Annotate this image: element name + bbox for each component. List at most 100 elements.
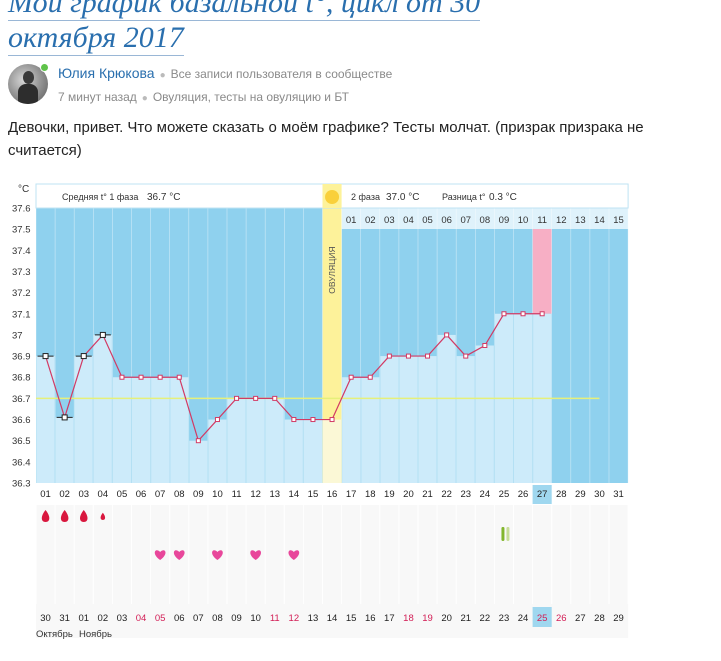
- calendar-date-label: 11: [270, 613, 280, 624]
- luteal-day-label: 03: [384, 215, 395, 226]
- temperature-point: [42, 353, 49, 360]
- calendar-date-label: 15: [346, 613, 357, 624]
- y-tick-label: 36.8: [12, 373, 31, 384]
- post-title[interactable]: Мой график базальной t°, цикл от 30 октя…: [8, 0, 508, 56]
- meta-separator: ●: [159, 70, 166, 81]
- temperature-column: [170, 377, 189, 483]
- cycle-day-label: 24: [480, 489, 491, 500]
- blood-drop-icon: [41, 510, 50, 522]
- luteal-day-header-bg: [341, 208, 629, 229]
- phase2-label: 2 фаза: [351, 192, 380, 202]
- luteal-day-label: 14: [594, 215, 605, 226]
- blood-drop-icon: [80, 510, 88, 522]
- calendar-date-label: 07: [193, 613, 204, 624]
- post-body-text: Девочки, привет. Что можете сказать о мо…: [8, 119, 644, 159]
- calendar-date-label: 23: [499, 613, 510, 624]
- y-tick-label: 37.2: [12, 288, 31, 299]
- temperature-column: [342, 377, 361, 483]
- online-status-icon: [40, 63, 49, 72]
- luteal-day-label: 15: [613, 215, 624, 226]
- author-avatar[interactable]: [8, 64, 48, 104]
- cycle-day-label: 30: [594, 489, 605, 500]
- calendar-date-label: 19: [422, 613, 433, 624]
- cycle-day-label: 25: [499, 489, 510, 500]
- post-tags-link[interactable]: Овуляция, тесты на овуляцию и БТ: [152, 90, 349, 104]
- difference-value: 0.3 °C: [489, 192, 517, 203]
- temperature-point: [138, 374, 144, 380]
- temperature-point: [291, 417, 297, 423]
- avatar-head: [23, 71, 34, 84]
- calendar-date-label: 30: [40, 613, 51, 624]
- temperature-column: [284, 419, 303, 483]
- temperature-point: [386, 353, 392, 359]
- calendar-date-label: 28: [594, 613, 605, 624]
- heart-icon: [250, 550, 262, 560]
- cycle-day-label: 29: [575, 489, 586, 500]
- highlighted-day-bar: [532, 229, 552, 314]
- temperature-column: [246, 398, 265, 483]
- calendar-date-label: 13: [308, 613, 319, 624]
- calendar-date-label: 06: [174, 613, 185, 624]
- author-name-link[interactable]: Юлия Крюкова: [58, 65, 155, 81]
- post-title-line-2[interactable]: октября 2017: [8, 21, 184, 56]
- month-label: Октябрь: [36, 629, 73, 640]
- cycle-day-label: 17: [346, 489, 357, 500]
- post-title-line-1[interactable]: Мой график базальной t°, цикл от 30: [8, 0, 481, 21]
- calendar-date-label: 29: [613, 613, 624, 624]
- calendar-date-label: 14: [327, 613, 338, 624]
- y-tick-label: 37.4: [12, 246, 31, 257]
- cycle-day-label: 21: [422, 489, 433, 500]
- calendar-date-label: 21: [460, 613, 471, 624]
- temperature-point: [61, 414, 68, 421]
- cycle-day-label: 27: [537, 489, 548, 500]
- temperature-column: [93, 334, 112, 483]
- cycle-day-label: 20: [403, 489, 414, 500]
- temperature-column: [303, 419, 322, 483]
- phase1-average-value: 36.7 °C: [147, 192, 180, 203]
- blood-drop-icon: [60, 510, 69, 522]
- avatar-body: [18, 84, 38, 104]
- calendar-date-label: 18: [403, 613, 414, 624]
- calendar-date-label: 10: [250, 613, 261, 624]
- y-tick-label: 36.7: [12, 394, 31, 405]
- temperature-point: [520, 311, 526, 317]
- post-meta-line: 7 минут назад ● Овуляция, тесты на овуляци…: [58, 90, 349, 104]
- temperature-column: [74, 356, 93, 483]
- temperature-point: [367, 374, 373, 380]
- calendar-date-label: 22: [480, 613, 491, 624]
- luteal-day-label: 13: [575, 215, 586, 226]
- cycle-day-label: 03: [78, 489, 89, 500]
- temperature-column: [380, 356, 399, 483]
- ovulation-label: ОВУЛЯЦИЯ: [327, 246, 337, 293]
- cycle-day-label: 06: [136, 489, 147, 500]
- y-tick-label: 37.1: [12, 309, 31, 320]
- cycle-day-label: 04: [98, 489, 109, 500]
- cycle-day-label: 05: [117, 489, 128, 500]
- calendar-date-label: 09: [231, 613, 242, 624]
- today-cycle-day-bg: [532, 485, 552, 504]
- month-label: Ноябрь: [79, 629, 112, 640]
- all-posts-link[interactable]: Все записи пользователя в сообществе: [170, 67, 393, 81]
- luteal-day-label: 06: [441, 215, 452, 226]
- temperature-column: [227, 398, 246, 483]
- cycle-day-label: 13: [269, 489, 280, 500]
- temperature-point: [444, 332, 450, 338]
- y-tick-label: 36.4: [12, 457, 31, 468]
- temperature-column: [265, 398, 284, 483]
- calendar-date-label: 17: [384, 613, 395, 624]
- cycle-day-label: 16: [327, 489, 338, 500]
- temperature-column: [399, 356, 418, 483]
- calendar-date-label: 24: [518, 613, 529, 624]
- y-tick-label: 36.6: [12, 415, 31, 426]
- luteal-day-label: 01: [346, 215, 357, 226]
- temperature-point: [99, 331, 106, 338]
- temperature-column: [151, 377, 170, 483]
- calendar-date-label: 04: [136, 613, 147, 624]
- calendar-date-label: 27: [575, 613, 586, 624]
- symptoms-panel: [36, 505, 629, 638]
- cycle-day-label: 12: [250, 489, 261, 500]
- temperature-point: [482, 343, 488, 348]
- temperature-column: [437, 334, 456, 483]
- phase1-average-label: Средняя t° 1 фаза: [62, 192, 138, 202]
- post-author-line: Юлия Крюкова ● Все записи пользователя в с…: [58, 65, 392, 81]
